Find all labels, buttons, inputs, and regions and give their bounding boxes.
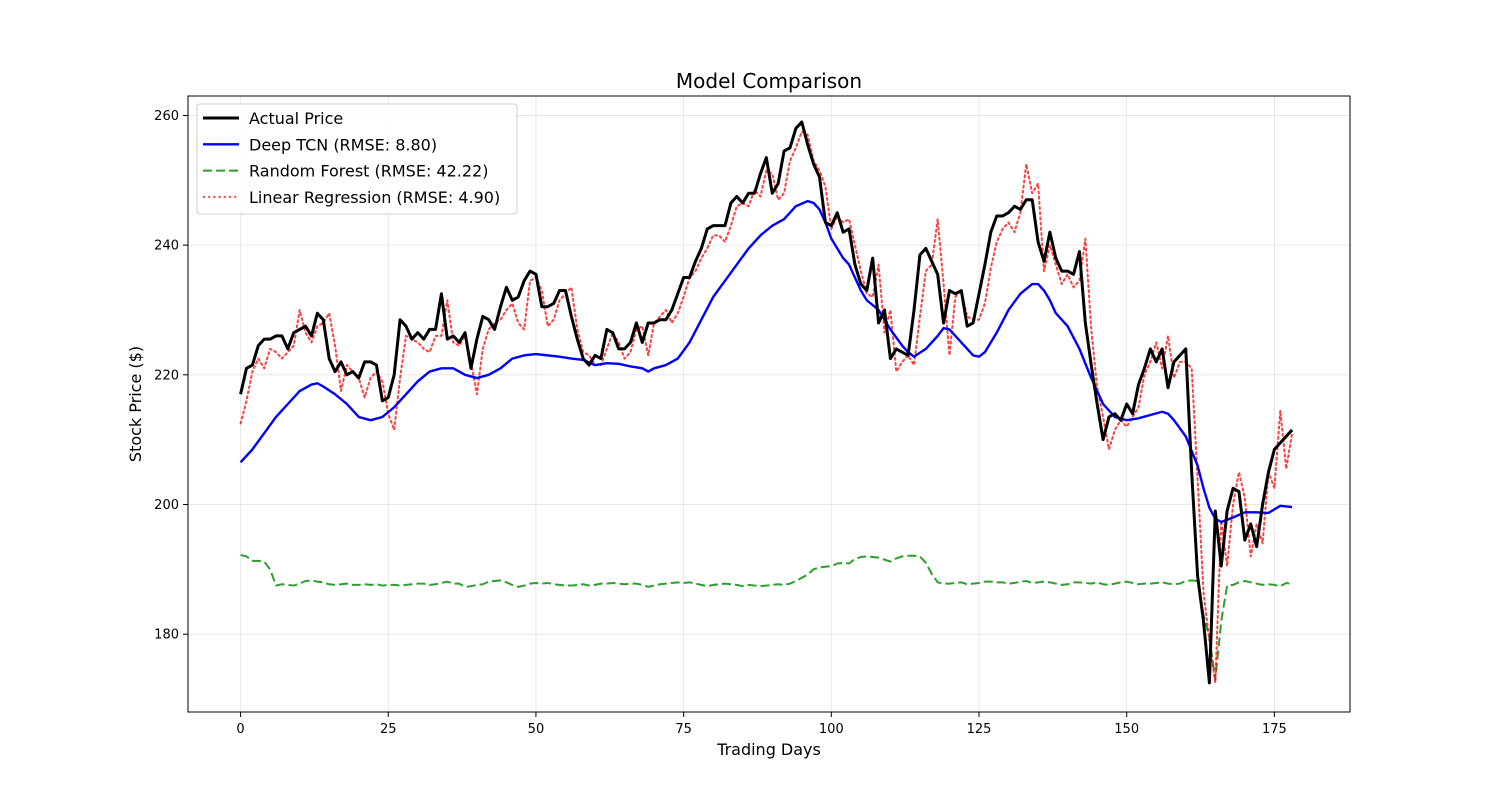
y-axis-label: Stock Price ($) <box>126 346 145 462</box>
legend-label: Actual Price <box>249 109 343 128</box>
y-tick-label: 260 <box>154 109 179 124</box>
legend-label: Linear Regression (RMSE: 4.90) <box>249 188 500 207</box>
series-line-3 <box>239 130 1294 684</box>
plot-frame <box>187 95 1351 713</box>
y-tick-label: 200 <box>154 498 179 513</box>
series-line-2 <box>240 554 1293 681</box>
x-tick-label: 150 <box>1114 722 1139 737</box>
y-tick-label: 180 <box>154 628 179 643</box>
x-axis-label: Trading Days <box>716 740 821 759</box>
x-tick-label: 0 <box>236 722 244 737</box>
x-tick-label: 75 <box>675 722 692 737</box>
series-layer <box>239 120 1294 685</box>
chart-title: Model Comparison <box>676 69 862 93</box>
x-axis-ticks: 0 25 50 75 100 125 150 175 <box>236 712 1287 737</box>
x-tick-label: 175 <box>1262 722 1287 737</box>
x-tick-label: 100 <box>819 722 844 737</box>
x-tick-label: 25 <box>380 722 397 737</box>
y-tick-label: 240 <box>154 239 179 254</box>
legend: Actual Price Deep TCN (RMSE: 8.80) Random … <box>196 103 518 215</box>
legend-box <box>196 103 518 215</box>
legend-label: Random Forest (RMSE: 42.22) <box>249 162 488 181</box>
series-line-0 <box>239 120 1294 685</box>
x-tick-label: 50 <box>528 722 545 737</box>
x-tick-label: 125 <box>967 722 992 737</box>
y-axis-ticks: 180 200 220 240 260 <box>154 109 188 643</box>
legend-label: Deep TCN (RMSE: 8.80) <box>249 135 437 154</box>
y-tick-label: 220 <box>154 368 179 383</box>
